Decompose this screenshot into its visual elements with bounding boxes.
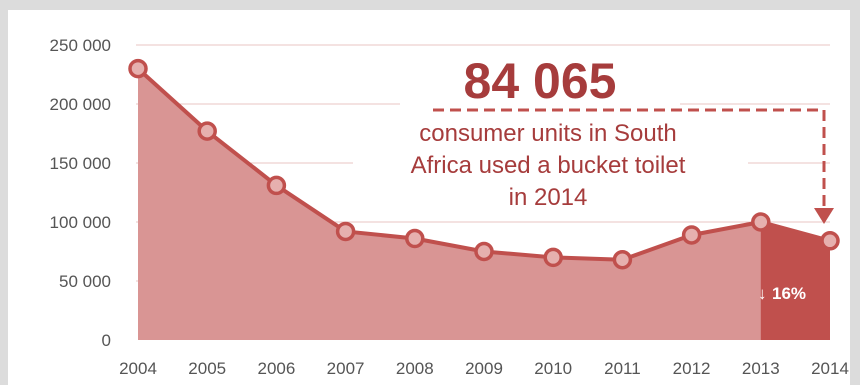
y-tick-label: 100 000 [50,213,111,232]
y-tick-label: 0 [102,331,111,350]
x-tick-label: 2007 [327,359,365,378]
data-point [474,241,494,262]
annotation-value: 84 065 [464,53,617,109]
annotation-number-bg [400,60,680,110]
data-point [681,225,702,245]
y-tick-label: 200 000 [50,95,111,114]
x-tick-label: 2009 [465,359,503,378]
badge-text: 16% [772,284,806,303]
data-point [335,221,356,242]
change-badge: ↓ 16% [758,284,806,303]
x-tick-label: 2004 [119,359,157,378]
y-tick-label: 250 000 [50,36,111,55]
points-layer [128,58,840,270]
x-tick-label: 2005 [188,359,226,378]
bucket-toilet-chart: 0 50 000 100 000 150 000 200 000 250 000 2004… [50,36,849,378]
highlight-segment [760,222,830,340]
x-tick-label: 2006 [257,359,295,378]
data-point [612,250,633,270]
x-axis-ticks: 2004 2005 2006 2007 2008 2009 2010 2011 2012 2013… [119,359,849,378]
annotation: 84 065 consumer units in South Africa us… [353,53,834,224]
x-tick-label: 2014 [811,359,849,378]
annotation-line-3: in 2014 [509,184,588,211]
data-point [543,247,563,268]
highlight-layer [760,222,830,340]
dashed-arrow-down-icon [433,108,834,224]
data-point [197,121,217,141]
y-tick-label: 150 000 [50,154,111,173]
data-point [751,212,771,232]
y-tick-label: 50 000 [59,272,111,291]
annotation-line-1: consumer units in South [419,120,676,147]
chart-frame: 0 50 000 100 000 150 000 200 000 250 000 2004… [8,10,850,385]
x-tick-label: 2012 [673,359,711,378]
annotation-line-2: Africa used a bucket toilet [411,152,686,179]
data-point [128,58,148,79]
x-tick-label: 2008 [396,359,434,378]
x-tick-label: 2011 [604,359,641,378]
arrow-down-icon: ↓ [758,284,767,303]
y-axis-ticks: 0 50 000 100 000 150 000 200 000 250 000 [50,36,111,350]
annotation-text-bg [353,114,748,220]
data-point [405,228,425,249]
area-layer [138,68,830,340]
data-point [266,175,287,196]
data-point [820,231,840,251]
x-tick-label: 2013 [742,359,780,378]
x-tick-label: 2010 [534,359,572,378]
area-fill [138,68,830,340]
